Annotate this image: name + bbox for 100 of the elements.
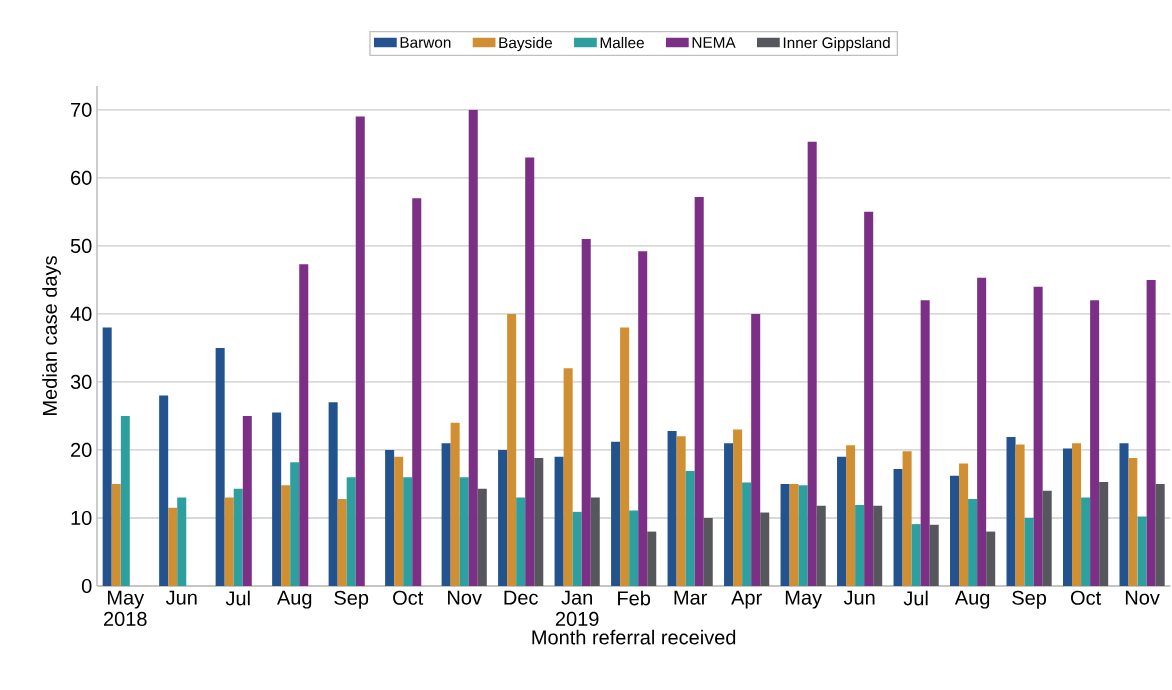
bar: [864, 211, 874, 586]
bar: [346, 477, 356, 586]
bar: [224, 497, 234, 586]
bar: [676, 436, 686, 586]
bar: [102, 327, 112, 586]
x-tick-label: Jul: [225, 590, 250, 606]
bar: [498, 449, 508, 586]
bar: [724, 443, 734, 586]
y-tick-label: 10: [71, 510, 92, 526]
bar: [1081, 497, 1091, 586]
bar: [581, 239, 591, 586]
x-tick-label: May 2018: [104, 590, 147, 626]
bar: [920, 300, 930, 586]
bar: [620, 327, 630, 586]
bar: [1033, 286, 1043, 586]
bar: [816, 505, 826, 586]
bar: [554, 456, 564, 586]
bar: [534, 458, 544, 586]
bar: [1155, 483, 1165, 586]
bar: [667, 430, 677, 586]
x-tick-label: Sep: [334, 590, 369, 609]
bar: [1146, 279, 1156, 586]
bar: [780, 483, 790, 586]
bar: [385, 449, 395, 586]
bar: [1024, 517, 1034, 586]
legend-label: Mallee: [600, 36, 644, 49]
x-tick-label: Nov: [448, 590, 482, 605]
bar: [685, 471, 695, 586]
bar: [459, 477, 469, 586]
bar: [328, 402, 338, 586]
bar: [337, 498, 347, 586]
bar: [968, 498, 978, 586]
bar: [450, 422, 460, 586]
bar: [959, 463, 969, 586]
x-tick-label: Aug: [276, 590, 312, 609]
bar: [1119, 443, 1129, 586]
x-tick-label: Dec: [504, 590, 538, 605]
bar: [1006, 437, 1016, 586]
x-tick-label: Apr: [731, 590, 762, 609]
bar: [611, 441, 621, 586]
x-tick-label: Jun: [165, 590, 197, 605]
bar: [837, 456, 847, 586]
bar: [233, 488, 243, 586]
y-tick-label: 20: [71, 442, 92, 458]
bar: [902, 451, 912, 586]
bar: [703, 517, 713, 586]
legend-label: Barwon: [400, 37, 451, 48]
x-tick-label: Nov: [1125, 590, 1160, 605]
bar: [299, 264, 309, 586]
bar: [516, 497, 526, 586]
bar: [394, 456, 404, 586]
x-tick-label: Aug: [954, 590, 990, 609]
y-tick-label: 0: [81, 578, 92, 594]
bar: [798, 485, 808, 586]
bar: [1015, 444, 1025, 586]
bar: [1099, 481, 1109, 586]
bar: [355, 116, 365, 586]
bar: [929, 524, 939, 586]
y-axis-title: Median case days: [42, 256, 61, 415]
bar: [563, 368, 573, 586]
y-tick-label: 60: [71, 170, 92, 185]
bar: [468, 109, 478, 586]
legend-label: Bayside: [499, 36, 552, 52]
x-axis-title: Month referral received: [532, 629, 736, 645]
bar: [590, 497, 600, 586]
bar: [846, 445, 856, 586]
bar: [694, 196, 704, 586]
bar: [789, 483, 799, 586]
y-tick-label: 70: [71, 102, 92, 117]
y-tick-label: 50: [70, 238, 92, 253]
bar: [950, 475, 960, 586]
bar: [412, 198, 422, 586]
bar: [977, 277, 987, 586]
bar: [403, 477, 413, 586]
bar: [111, 483, 121, 586]
x-tick-label: Oct: [393, 590, 424, 605]
x-tick-label: May: [785, 590, 822, 609]
bar: [159, 395, 169, 586]
bar: [1090, 300, 1100, 586]
bar: [1063, 448, 1073, 586]
bar: [1072, 443, 1082, 586]
x-tick-label: Jan 2019: [555, 590, 599, 626]
bar: [507, 313, 517, 586]
bar: [168, 507, 178, 586]
bar: [215, 347, 225, 586]
legend-label: Inner Gippsland: [783, 36, 890, 52]
bar: [120, 415, 130, 586]
bar: [751, 313, 761, 586]
bar: [477, 488, 487, 586]
bar: [760, 512, 770, 586]
y-tick-label: 40: [70, 306, 92, 321]
bar: [441, 443, 451, 586]
x-tick-label: Jun: [843, 590, 875, 605]
bar: [290, 462, 300, 586]
x-tick-label: Feb: [618, 590, 651, 606]
bar: [177, 497, 187, 586]
bar: [638, 251, 648, 586]
bar: [242, 415, 252, 586]
x-tick-label: Sep: [1012, 590, 1047, 609]
x-tick-label: Mar: [674, 590, 708, 605]
